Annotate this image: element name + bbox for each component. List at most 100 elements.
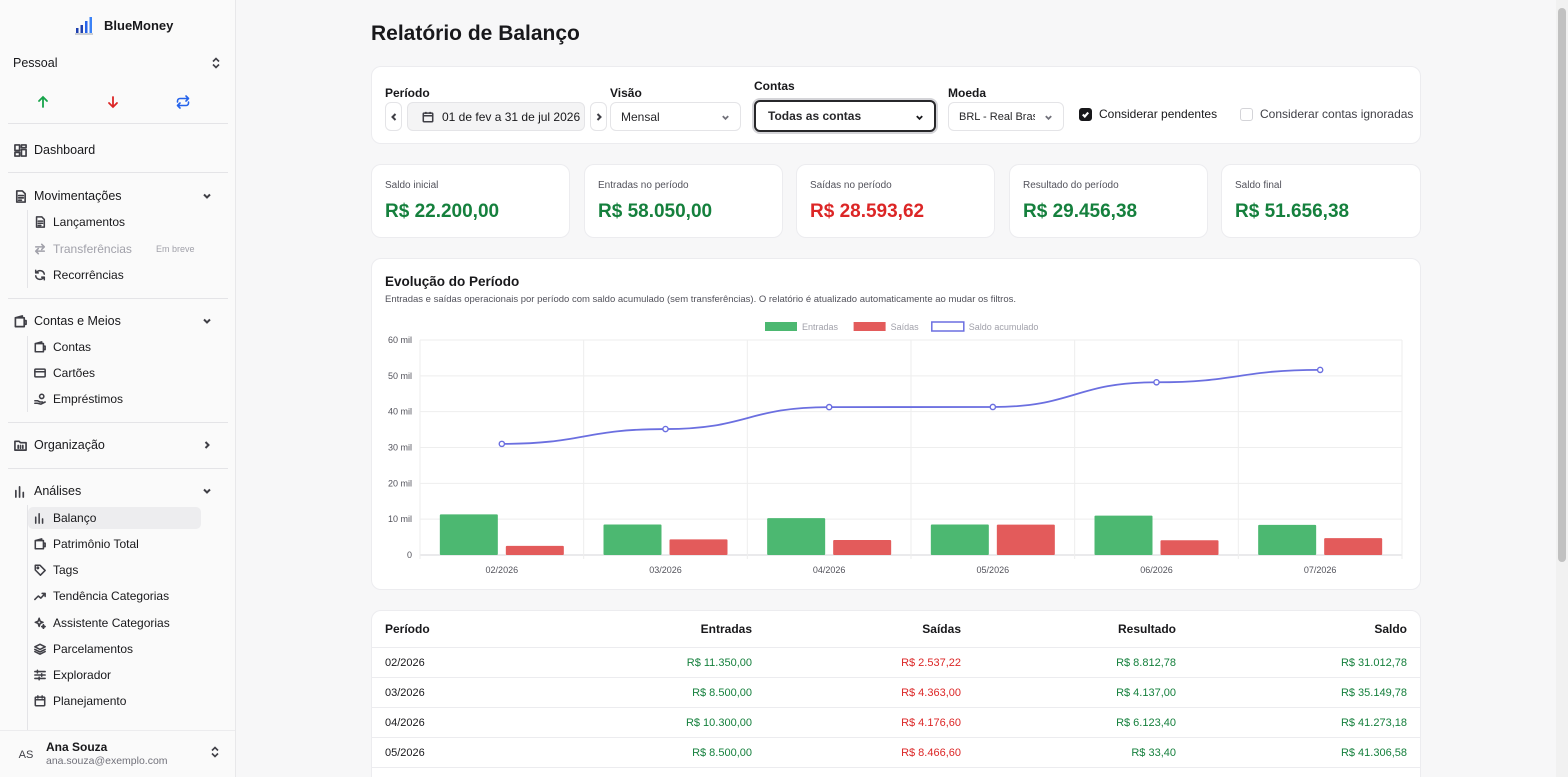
chevron-down-icon[interactable] [202, 486, 212, 496]
sparkles-icon [34, 617, 46, 629]
nav-emprestimos-label: Empréstimos [53, 392, 124, 406]
workspace-label: Pessoal [13, 56, 58, 70]
credit-card-icon [34, 368, 46, 378]
kpi-label: Saldo inicial [385, 180, 439, 191]
cell-periodo: 05/2026 [385, 746, 425, 759]
bar-saídas [669, 539, 728, 555]
nav-parcelamentos[interactable]: Parcelamentos [34, 640, 133, 658]
nav-contas[interactable]: Contas [34, 338, 91, 356]
table-row: 05/2026 R$ 8.500,00 R$ 8.466,60 R$ 33,40… [372, 738, 1420, 768]
line-point [1316, 366, 1324, 374]
header-resultado: Resultado [1117, 622, 1176, 636]
cell-saldo: R$ 41.273,18 [1340, 716, 1407, 729]
nav-analises[interactable]: Análises [14, 482, 81, 500]
bar-entradas [767, 518, 826, 555]
bar-entradas [1094, 515, 1153, 555]
nav-explorador[interactable]: Explorador [34, 666, 111, 684]
prev-period-button[interactable] [385, 102, 402, 131]
active-indicator [28, 507, 201, 529]
bar-chart-icon [34, 512, 44, 524]
avatar: AS [18, 749, 34, 761]
nav-emprestimos[interactable]: Empréstimos [34, 390, 123, 408]
arrow-down-icon[interactable] [105, 94, 121, 110]
y-tick-label: 60 mil [388, 335, 412, 345]
repeat-icon[interactable] [175, 94, 191, 110]
legend-label: Entradas [802, 322, 839, 332]
nav-tendencia[interactable]: Tendência Categorias [34, 587, 169, 605]
bar-saídas [1160, 540, 1219, 555]
visao-select[interactable]: Mensal [610, 102, 741, 131]
nav-recorrencias-label: Recorrências [53, 268, 124, 282]
dashboard-icon [14, 143, 27, 157]
nav-contas-label: Contas [53, 340, 92, 354]
nav-cartoes[interactable]: Cartões [34, 364, 95, 382]
nav-movimentacoes[interactable]: Movimentações [14, 187, 122, 205]
cell-entradas: R$ 11.350,00 [686, 656, 752, 669]
moeda-select[interactable]: BRL - Real Bras [948, 102, 1064, 131]
x-tick-label: 07/2026 [1304, 565, 1337, 575]
legend-label: Saldo acumulado [969, 322, 1039, 332]
nav-tags-label: Tags [53, 563, 79, 577]
divider [8, 123, 228, 124]
kpi-label: Resultado do período [1023, 180, 1119, 191]
nav-patrimonio[interactable]: Patrimônio Total [34, 535, 139, 553]
date-range-button[interactable]: 01 de fev a 31 de jul 2026 [407, 102, 585, 131]
kpi-value: R$ 22.200,00 [385, 201, 500, 222]
nav-recorrencias[interactable]: Recorrências [34, 266, 124, 284]
chevron-down-icon[interactable] [202, 316, 212, 326]
balance-table: Período Entradas Saídas Resultado Saldo … [371, 610, 1421, 777]
logo-icon [75, 17, 93, 35]
nav-dashboard[interactable]: Dashboard [14, 141, 95, 159]
y-tick-label: 0 [407, 550, 412, 560]
kpi-card-resultado: Resultado do período R$ 29.456,38 [1009, 164, 1208, 238]
arrow-up-icon[interactable] [35, 94, 51, 110]
cell-periodo: 03/2026 [385, 686, 425, 699]
chevron-right-icon[interactable] [202, 440, 212, 450]
nav-explorador-label: Explorador [53, 668, 112, 682]
user-menu[interactable]: AS Ana Souza ana.souza@exemplo.com [0, 730, 235, 777]
nav-tags[interactable]: Tags [34, 561, 78, 579]
next-period-button[interactable] [590, 102, 607, 131]
date-range-value: 01 de fev a 31 de jul 2026 [442, 109, 581, 124]
x-tick-label: 06/2026 [1140, 565, 1173, 575]
pendentes-checkbox[interactable]: Considerar pendentes [1079, 107, 1217, 121]
nav-assistente[interactable]: Assistente Categorias [34, 614, 170, 632]
chevron-down-icon[interactable] [202, 191, 212, 201]
nav-planejamento[interactable]: Planejamento [34, 692, 126, 710]
nav-contas-meios[interactable]: Contas e Meios [14, 312, 121, 330]
wallet-icon [14, 314, 27, 327]
chart-title: Evolução do Período [385, 274, 520, 289]
scrollbar[interactable] [1556, 0, 1568, 777]
cell-entradas: R$ 8.500,00 [692, 746, 752, 759]
submenu-line [27, 210, 28, 288]
bar-saídas [1324, 538, 1383, 555]
trending-up-icon [34, 592, 46, 601]
nav-lancamentos-label: Lançamentos [53, 215, 126, 229]
checkbox-checked[interactable] [1079, 107, 1092, 121]
brand-name: BlueMoney [104, 17, 174, 33]
header-periodo: Período [385, 622, 430, 636]
nav-organizacao[interactable]: Organização [14, 436, 105, 454]
legend-swatch [765, 322, 797, 331]
submenu-line [27, 336, 28, 412]
nav-planejamento-label: Planejamento [53, 694, 127, 708]
contas-select[interactable]: Todas as contas [754, 100, 936, 132]
nav-balanco-label: Balanço [53, 511, 97, 525]
line-point [825, 403, 833, 411]
nav-balanco[interactable]: Balanço [34, 509, 96, 527]
wallet-icon [34, 538, 46, 550]
brand[interactable]: BlueMoney [74, 15, 173, 35]
workspace-selector[interactable]: Pessoal [13, 54, 221, 72]
y-tick-label: 20 mil [388, 478, 412, 488]
contas-value: Todas as contas [768, 109, 862, 123]
nav-lancamentos[interactable]: Lançamentos [34, 213, 125, 231]
scrollbar-thumb[interactable] [1558, 8, 1566, 562]
main-content: Relatório de Balanço Período 01 de fev a… [236, 0, 1554, 777]
ignoradas-checkbox[interactable]: Considerar contas ignoradas [1240, 107, 1413, 121]
kpi-card-saldo-final: Saldo final R$ 51.656,38 [1221, 164, 1421, 238]
checkbox-unchecked[interactable] [1240, 107, 1253, 121]
bar-entradas [603, 524, 662, 555]
document-icon [35, 216, 46, 228]
user-name: Ana Souza [46, 740, 108, 754]
x-tick-label: 02/2026 [486, 565, 519, 575]
